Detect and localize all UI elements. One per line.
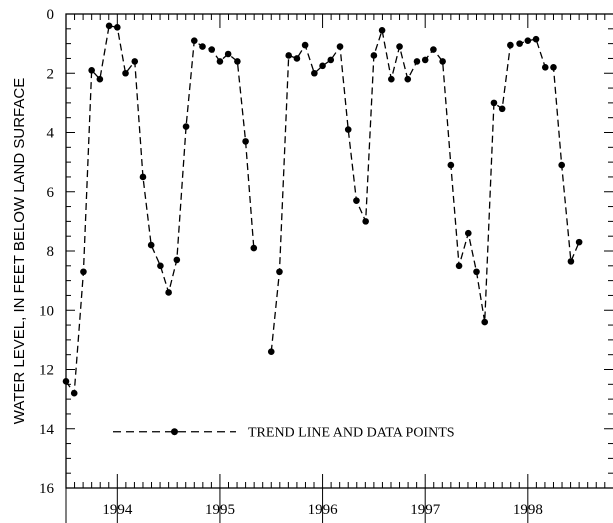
data-point: [131, 58, 139, 65]
data-point: [208, 46, 216, 53]
trend-line-segment: [270, 30, 580, 352]
data-point: [267, 348, 275, 356]
x-year-label: 1994: [102, 502, 133, 518]
x-axis-ticks: 1994 1995 1996 1997 1998: [65, 14, 606, 523]
y-tick-label: 14: [39, 422, 55, 438]
y-tick-label: 6: [47, 185, 55, 201]
data-point: [532, 35, 540, 43]
data-point: [242, 138, 249, 145]
y-tick-label: 4: [47, 126, 55, 142]
trend-line-segment: [65, 25, 255, 396]
data-point: [464, 229, 472, 237]
data-point: [378, 26, 386, 34]
data-point: [285, 52, 292, 59]
data-point: [139, 173, 147, 181]
data-point: [507, 41, 514, 49]
data-point: [216, 58, 224, 65]
data-point: [70, 389, 78, 397]
data-point: [190, 37, 198, 44]
data-point: [455, 262, 463, 270]
y-tick-label: 10: [39, 303, 54, 319]
legend-label: TREND LINE AND DATA POINTS: [248, 426, 455, 441]
data-point: [516, 40, 523, 47]
data-point: [490, 99, 498, 107]
legend-marker: [171, 428, 178, 436]
data-point: [96, 75, 104, 83]
y-tick-label: 16: [39, 481, 55, 497]
legend: TREND LINE AND DATA POINTS: [113, 426, 455, 441]
data-point: [498, 105, 506, 113]
y-tick-label: 0: [47, 7, 55, 23]
data-point: [481, 318, 489, 326]
data-point: [311, 69, 318, 77]
y-tick-label: 2: [47, 66, 55, 82]
data-point: [430, 46, 437, 53]
data-point: [362, 218, 369, 225]
data-point: [567, 258, 575, 265]
data-point: [80, 268, 87, 276]
y-tick-label: 8: [47, 244, 55, 260]
data-point: [473, 268, 480, 276]
data-point: [224, 50, 232, 58]
plot-border: [65, 13, 613, 489]
y-axis-ticks: 0 2 4 6 8 10 12 14 16: [39, 7, 613, 497]
data-point: [541, 64, 549, 71]
data-point: [388, 75, 395, 83]
trend-line-series: [62, 22, 583, 397]
data-point: [114, 24, 121, 31]
data-point: [276, 268, 283, 276]
x-year-label: 1996: [308, 502, 339, 518]
data-point: [157, 262, 164, 270]
data-point: [88, 66, 95, 74]
data-point: [199, 43, 206, 50]
y-tick-label: 12: [39, 363, 54, 379]
data-point: [447, 161, 455, 169]
data-point: [344, 126, 352, 133]
data-point: [234, 58, 241, 65]
data-point: [439, 58, 446, 65]
data-point: [301, 41, 309, 49]
data-point: [558, 161, 565, 169]
data-point: [122, 69, 129, 77]
data-point: [353, 197, 360, 204]
data-point: [404, 75, 412, 83]
data-point: [293, 55, 301, 62]
plot-frame: [65, 13, 613, 489]
data-point: [250, 244, 258, 252]
data-point: [396, 43, 403, 50]
data-point: [413, 58, 421, 65]
data-point: [173, 256, 181, 264]
data-point: [105, 22, 113, 30]
data-point: [336, 43, 344, 50]
data-point: [327, 56, 335, 64]
data-point: [165, 289, 172, 296]
data-point: [550, 64, 557, 71]
data-point: [319, 62, 326, 70]
y-axis-title: WATER LEVEL, IN FEET BELOW LAND SURFACE: [11, 78, 28, 424]
data-point: [575, 238, 583, 246]
x-year-label: 1995: [205, 502, 235, 518]
x-year-label: 1997: [410, 502, 441, 518]
x-year-label: 1998: [513, 502, 543, 518]
data-point: [62, 378, 70, 385]
data-point: [421, 56, 429, 64]
data-point: [370, 52, 378, 59]
data-point: [147, 241, 155, 249]
data-point: [524, 37, 532, 44]
data-point: [182, 123, 190, 130]
